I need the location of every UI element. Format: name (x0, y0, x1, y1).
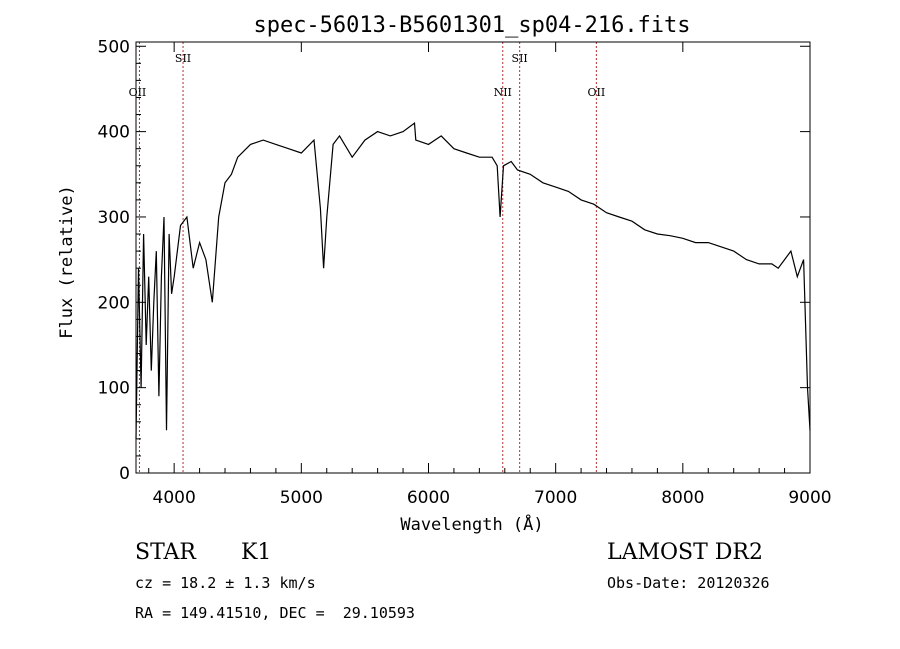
plot-frame (135, 41, 811, 474)
emission-line-label: SII (512, 52, 528, 65)
object-subclass: K1 (241, 540, 272, 565)
chart-title: spec-56013-B5601301_sp04-216.fits (253, 13, 690, 38)
obs-date-text: Obs-Date: 20120326 (607, 574, 770, 592)
y-tick-label: 100 (98, 379, 130, 399)
object-type: STAR (135, 540, 196, 565)
x-axis-label: Wavelength (Å) (400, 513, 543, 535)
x-tick-label: 9000 (788, 488, 831, 508)
x-tick-label: 4000 (153, 488, 196, 508)
y-tick-label: 200 (98, 293, 130, 313)
x-axis-ticks: 4000 5000 6000 7000 8000 9000 (148, 42, 832, 508)
x-tick-label: 6000 (407, 488, 450, 508)
spectrum-line (135, 121, 811, 439)
y-tick-label: 500 (98, 37, 130, 57)
coordinates-text: RA = 149.41510, DEC = 29.10593 (135, 604, 415, 622)
survey-name: LAMOST DR2 (607, 540, 763, 565)
x-tick-label: 5000 (280, 488, 323, 508)
y-tick-label: 300 (98, 208, 130, 228)
chart-background (0, 0, 900, 540)
y-axis-ticks: 0 100 200 300 400 500 (98, 37, 810, 484)
emission-line-label: SII (175, 52, 191, 65)
y-tick-label: 0 (119, 464, 130, 484)
emission-lines: OII SII NII SII OII (129, 42, 605, 473)
x-tick-label: 8000 (661, 488, 704, 508)
emission-line-label: NII (494, 86, 512, 99)
velocity-text: cz = 18.2 ± 1.3 km/s (135, 574, 316, 592)
spectrum-chart: spec-56013-B5601301_sp04-216.fits OII SII… (0, 0, 900, 540)
y-tick-label: 400 (98, 123, 130, 143)
emission-line-label: OII (587, 86, 605, 99)
x-tick-label: 7000 (534, 488, 577, 508)
emission-line-label: OII (129, 86, 147, 99)
y-axis-label: Flux (relative) (57, 185, 77, 339)
